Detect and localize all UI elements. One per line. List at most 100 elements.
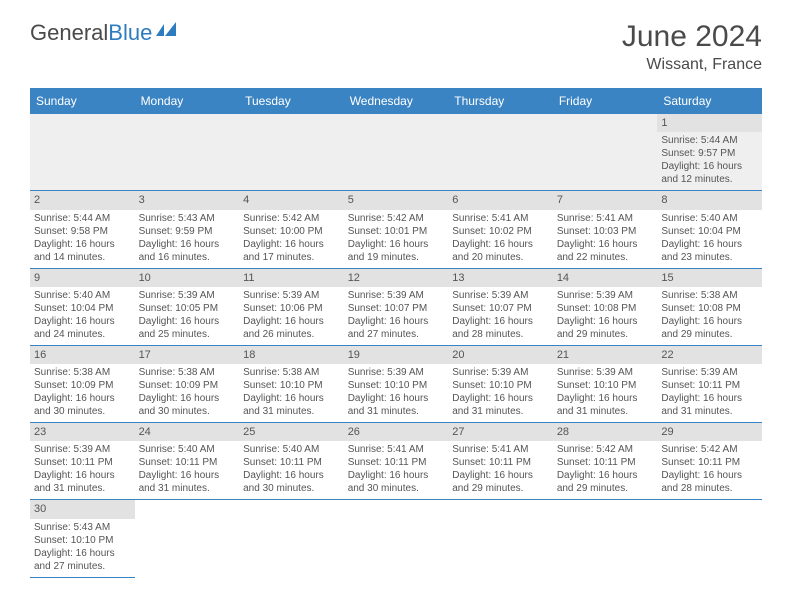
day-line: Sunset: 10:07 PM	[452, 302, 549, 315]
week-row: 16Sunrise: 5:38 AMSunset: 10:09 PMDaylig…	[30, 345, 762, 422]
day-line: Sunset: 10:11 PM	[452, 456, 549, 469]
day-line: Sunrise: 5:42 AM	[661, 443, 758, 456]
day-line: Sunset: 10:10 PM	[452, 379, 549, 392]
day-cell	[135, 114, 240, 191]
day-line: and 12 minutes.	[661, 173, 758, 186]
day-line: and 31 minutes.	[243, 405, 340, 418]
day-line: Sunrise: 5:42 AM	[557, 443, 654, 456]
day-content: Sunrise: 5:39 AMSunset: 10:07 PMDaylight…	[448, 287, 553, 345]
day-header: Friday	[553, 88, 658, 114]
day-number: 30	[30, 500, 135, 518]
day-line: Daylight: 16 hours	[243, 392, 340, 405]
day-number: 20	[448, 346, 553, 364]
day-line: Sunrise: 5:39 AM	[557, 289, 654, 302]
day-line: Sunset: 10:09 PM	[139, 379, 236, 392]
day-cell: 29Sunrise: 5:42 AMSunset: 10:11 PMDaylig…	[657, 423, 762, 500]
day-cell: 6Sunrise: 5:41 AMSunset: 10:02 PMDayligh…	[448, 191, 553, 268]
location: Wissant, France	[622, 56, 762, 74]
day-line: Daylight: 16 hours	[557, 238, 654, 251]
day-cell: 11Sunrise: 5:39 AMSunset: 10:06 PMDaylig…	[239, 268, 344, 345]
day-line: Sunrise: 5:38 AM	[139, 366, 236, 379]
day-cell: 26Sunrise: 5:41 AMSunset: 10:11 PMDaylig…	[344, 423, 449, 500]
day-number: 25	[239, 423, 344, 441]
day-line: Sunrise: 5:38 AM	[661, 289, 758, 302]
day-content: Sunrise: 5:38 AMSunset: 10:08 PMDaylight…	[657, 287, 762, 345]
day-line: and 23 minutes.	[661, 251, 758, 264]
month-title: June 2024	[622, 20, 762, 54]
day-line: Daylight: 16 hours	[452, 469, 549, 482]
day-cell: 21Sunrise: 5:39 AMSunset: 10:10 PMDaylig…	[553, 345, 658, 422]
day-line: and 31 minutes.	[452, 405, 549, 418]
day-line: Daylight: 16 hours	[139, 315, 236, 328]
day-line: Daylight: 16 hours	[139, 238, 236, 251]
day-line: Sunset: 10:09 PM	[34, 379, 131, 392]
day-content: Sunrise: 5:40 AMSunset: 10:04 PMDaylight…	[30, 287, 135, 345]
day-content: Sunrise: 5:39 AMSunset: 10:05 PMDaylight…	[135, 287, 240, 345]
day-line: and 24 minutes.	[34, 328, 131, 341]
day-content: Sunrise: 5:39 AMSunset: 10:07 PMDaylight…	[344, 287, 449, 345]
day-number: 24	[135, 423, 240, 441]
day-number: 6	[448, 191, 553, 209]
day-line: Daylight: 16 hours	[243, 238, 340, 251]
day-header: Saturday	[657, 88, 762, 114]
day-line: Sunrise: 5:41 AM	[452, 443, 549, 456]
day-cell: 19Sunrise: 5:39 AMSunset: 10:10 PMDaylig…	[344, 345, 449, 422]
week-row: 30Sunrise: 5:43 AMSunset: 10:10 PMDaylig…	[30, 500, 762, 577]
day-line: Daylight: 16 hours	[34, 238, 131, 251]
day-line: and 29 minutes.	[557, 482, 654, 495]
day-line: and 17 minutes.	[243, 251, 340, 264]
day-cell: 1Sunrise: 5:44 AMSunset: 9:57 PMDaylight…	[657, 114, 762, 191]
day-line: Daylight: 16 hours	[661, 315, 758, 328]
day-content: Sunrise: 5:42 AMSunset: 10:11 PMDaylight…	[553, 441, 658, 499]
day-line: Sunrise: 5:42 AM	[243, 212, 340, 225]
day-line: Sunset: 10:03 PM	[557, 225, 654, 238]
day-content: Sunrise: 5:44 AMSunset: 9:58 PMDaylight:…	[30, 210, 135, 268]
day-number: 27	[448, 423, 553, 441]
day-line: Sunrise: 5:39 AM	[348, 366, 445, 379]
day-line: Sunrise: 5:44 AM	[661, 134, 758, 147]
day-line: Daylight: 16 hours	[243, 469, 340, 482]
day-number: 16	[30, 346, 135, 364]
day-cell	[135, 500, 240, 577]
day-content: Sunrise: 5:39 AMSunset: 10:11 PMDaylight…	[30, 441, 135, 499]
day-line: and 30 minutes.	[34, 405, 131, 418]
day-line: Sunrise: 5:39 AM	[243, 289, 340, 302]
day-content: Sunrise: 5:41 AMSunset: 10:02 PMDaylight…	[448, 210, 553, 268]
day-line: Sunrise: 5:41 AM	[452, 212, 549, 225]
day-line: and 26 minutes.	[243, 328, 340, 341]
day-line: Sunrise: 5:39 AM	[661, 366, 758, 379]
day-content: Sunrise: 5:42 AMSunset: 10:00 PMDaylight…	[239, 210, 344, 268]
day-number: 1	[657, 114, 762, 132]
day-line: and 30 minutes.	[348, 482, 445, 495]
day-header: Tuesday	[239, 88, 344, 114]
day-line: and 30 minutes.	[139, 405, 236, 418]
day-line: Sunrise: 5:39 AM	[452, 366, 549, 379]
week-row: 9Sunrise: 5:40 AMSunset: 10:04 PMDayligh…	[30, 268, 762, 345]
day-line: and 29 minutes.	[557, 328, 654, 341]
day-line: Daylight: 16 hours	[557, 315, 654, 328]
day-line: Sunset: 10:11 PM	[34, 456, 131, 469]
day-line: Sunset: 10:02 PM	[452, 225, 549, 238]
day-number: 15	[657, 269, 762, 287]
logo-word1: General	[30, 20, 108, 46]
day-line: Sunrise: 5:39 AM	[348, 289, 445, 302]
day-line: Sunrise: 5:40 AM	[139, 443, 236, 456]
day-content: Sunrise: 5:41 AMSunset: 10:03 PMDaylight…	[553, 210, 658, 268]
day-content: Sunrise: 5:39 AMSunset: 10:10 PMDaylight…	[344, 364, 449, 422]
day-number: 19	[344, 346, 449, 364]
day-line: Sunrise: 5:40 AM	[661, 212, 758, 225]
day-line: Sunset: 9:59 PM	[139, 225, 236, 238]
day-line: Daylight: 16 hours	[452, 315, 549, 328]
day-number: 2	[30, 191, 135, 209]
day-line: Sunrise: 5:41 AM	[557, 212, 654, 225]
day-header-row: SundayMondayTuesdayWednesdayThursdayFrid…	[30, 88, 762, 114]
day-content: Sunrise: 5:39 AMSunset: 10:11 PMDaylight…	[657, 364, 762, 422]
day-line: Sunset: 10:10 PM	[557, 379, 654, 392]
day-content: Sunrise: 5:43 AMSunset: 9:59 PMDaylight:…	[135, 210, 240, 268]
day-cell	[448, 500, 553, 577]
day-cell: 22Sunrise: 5:39 AMSunset: 10:11 PMDaylig…	[657, 345, 762, 422]
calendar-table: SundayMondayTuesdayWednesdayThursdayFrid…	[30, 88, 762, 578]
day-content: Sunrise: 5:44 AMSunset: 9:57 PMDaylight:…	[657, 132, 762, 190]
day-cell: 17Sunrise: 5:38 AMSunset: 10:09 PMDaylig…	[135, 345, 240, 422]
day-line: Sunset: 10:11 PM	[243, 456, 340, 469]
